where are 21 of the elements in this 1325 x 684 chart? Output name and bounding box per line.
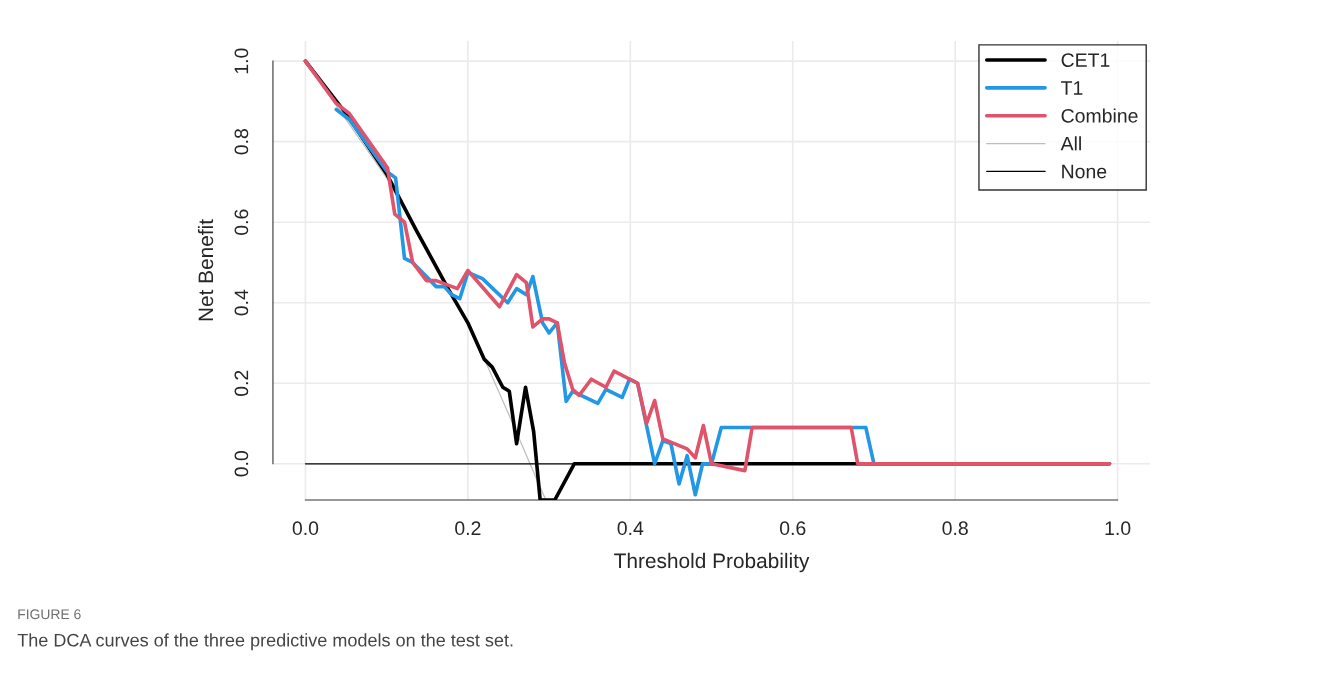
x-tick-label: 1.0 [1105, 521, 1131, 536]
x-tick-label: 0.4 [617, 521, 644, 536]
legend-label: None [1062, 164, 1107, 179]
x-tick-label: 0.2 [455, 521, 481, 536]
legend-label: All [1060, 136, 1081, 151]
y-tick-label: 0.6 [234, 209, 249, 235]
legend-label: Combine [1061, 108, 1138, 123]
y-tick-label: 0.8 [234, 129, 249, 155]
x-tick-label: 0.0 [292, 521, 319, 536]
text: The DCA curves of the three predictive models on the test set. [17, 633, 513, 651]
legend-label: CET1 [1061, 53, 1110, 67]
x-tick-label: 0.6 [779, 521, 806, 536]
legend-label: T1 [1061, 81, 1083, 95]
y-tick-label: 1.0 [234, 48, 249, 74]
caption: FIGURE 6 [18, 609, 81, 620]
x-axis-title: Threshold Probability [614, 552, 810, 573]
x-tick-label: 0.8 [942, 521, 968, 536]
y-tick-label: 0.4 [234, 289, 249, 316]
y-tick-label: 0.2 [234, 370, 249, 396]
y-tick-label: 0.0 [234, 451, 249, 477]
y-axis-title: Net Benefit [197, 219, 214, 321]
